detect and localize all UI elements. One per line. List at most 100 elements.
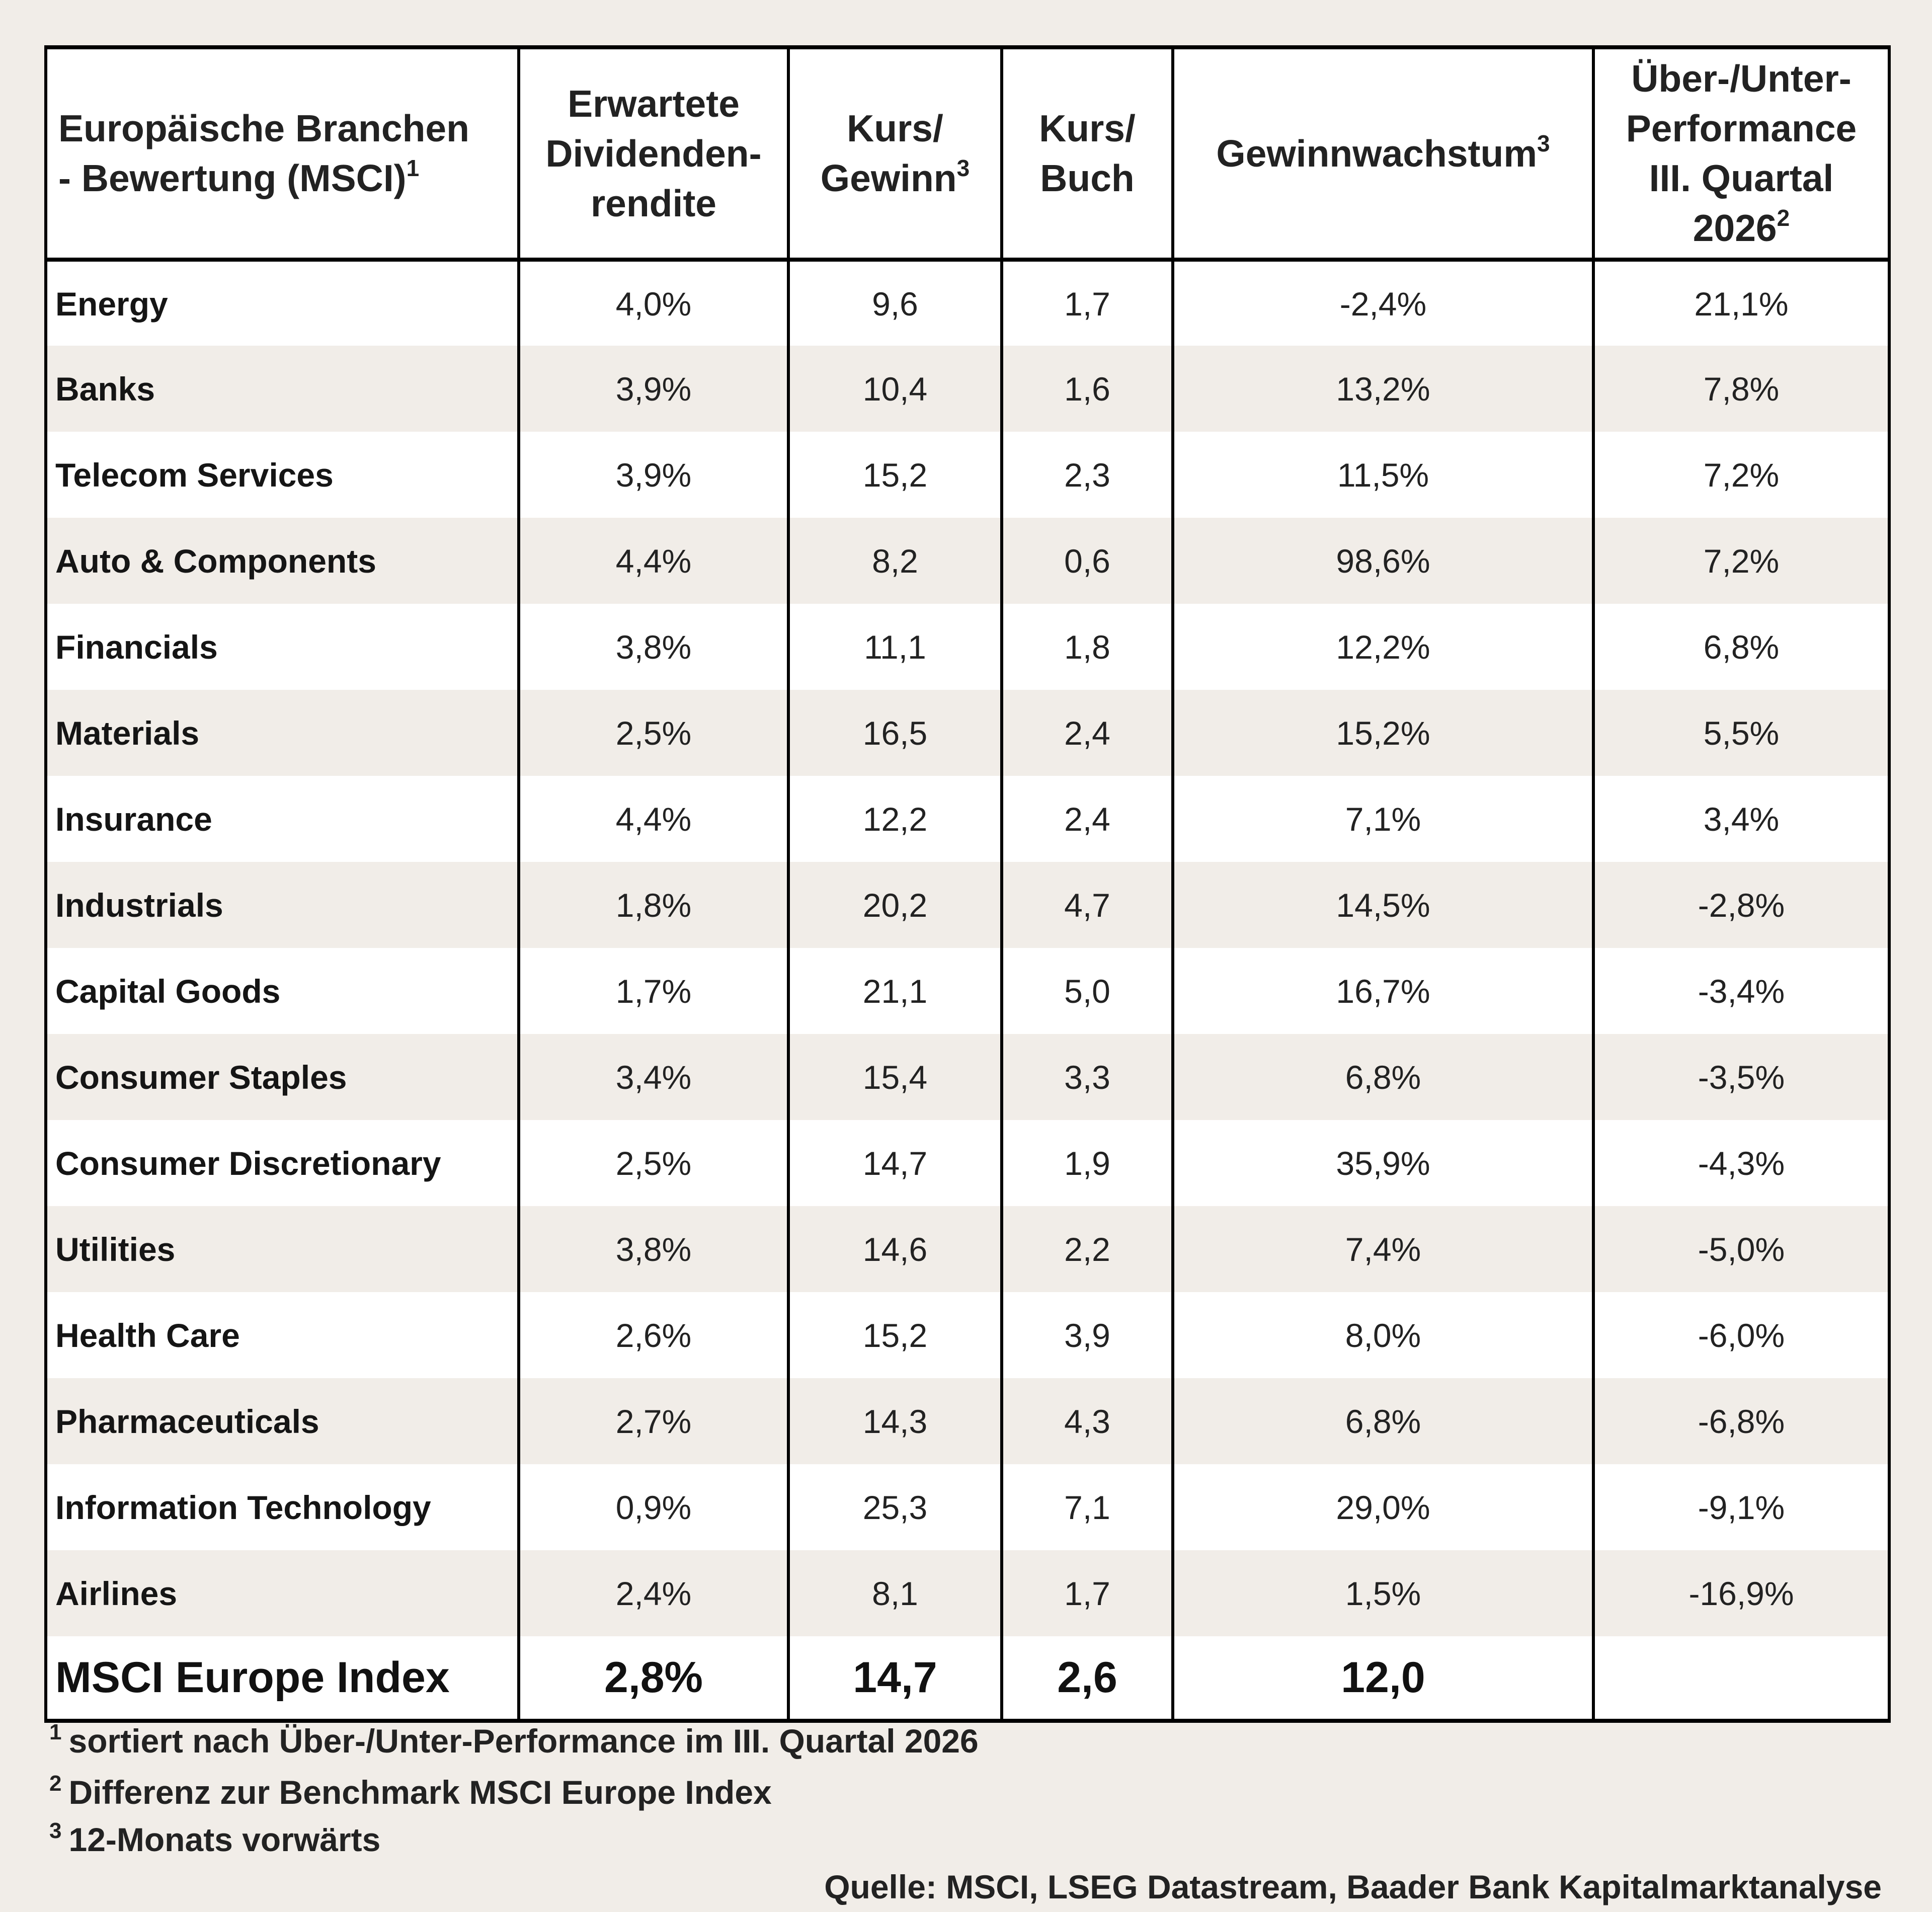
- pb-cell: 4,7: [1000, 862, 1174, 948]
- dividend-yield-cell: 4,4%: [517, 518, 790, 604]
- earnings-growth-cell: 14,5%: [1171, 862, 1595, 948]
- performance-cell: -16,9%: [1592, 1550, 1891, 1636]
- table-row: Auto & Components 4,4% 8,2 0,6 98,6% 7,2%: [44, 518, 1891, 604]
- pb-cell: 2,2: [1000, 1206, 1174, 1292]
- performance-cell: 6,8%: [1592, 604, 1891, 690]
- header-line: Performance: [1626, 107, 1857, 149]
- dividend-yield-cell: 2,7%: [517, 1378, 790, 1464]
- pe-cell: 12,2: [787, 776, 1003, 862]
- table-header: Europäische Branchen - Bewertung (MSCI)1 E…: [44, 45, 1891, 262]
- table-body: Energy 4,0% 9,6 1,7 -2,4% 21,1% Banks 3,9% 10,4 1…: [44, 260, 1891, 1723]
- dividend-yield-cell: 3,8%: [517, 604, 790, 690]
- pe-cell: 14,7: [787, 1120, 1003, 1206]
- sector-cell: Financials: [44, 604, 520, 690]
- table-row: Pharmaceuticals 2,7% 14,3 4,3 6,8% -6,8%: [44, 1378, 1891, 1464]
- pe-cell: 15,2: [787, 1292, 1003, 1378]
- dividend-yield-cell: 2,6%: [517, 1292, 790, 1378]
- performance-cell: -6,0%: [1592, 1292, 1891, 1378]
- table-row: Utilities 3,8% 14,6 2,2 7,4% -5,0%: [44, 1206, 1891, 1292]
- earnings-growth-cell: 7,4%: [1171, 1206, 1595, 1292]
- sector-cell: Industrials: [44, 862, 520, 948]
- performance-cell: -2,8%: [1592, 862, 1891, 948]
- dividend-yield-cell: 3,8%: [517, 1206, 790, 1292]
- pe-cell: 16,5: [787, 690, 1003, 776]
- header-line: Europäische Branchen: [58, 107, 469, 149]
- sector-cell: Telecom Services: [44, 432, 520, 518]
- pb-cell: 1,8: [1000, 604, 1174, 690]
- header-line: 2026: [1693, 207, 1777, 249]
- pb-cell: 2,4: [1000, 690, 1174, 776]
- total-earnings-growth-cell: 12,0: [1171, 1636, 1595, 1723]
- pe-cell: 8,1: [787, 1550, 1003, 1636]
- header-line: Dividenden-: [545, 132, 762, 175]
- table-row: Capital Goods 1,7% 21,1 5,0 16,7% -3,4%: [44, 948, 1891, 1034]
- earnings-growth-cell: 11,5%: [1171, 432, 1595, 518]
- header-line: Über-/Unter-: [1631, 57, 1852, 100]
- earnings-growth-cell: 1,5%: [1171, 1550, 1595, 1636]
- footnote-marker: 1: [49, 1720, 62, 1744]
- performance-cell: 5,5%: [1592, 690, 1891, 776]
- table-row: Materials 2,5% 16,5 2,4 15,2% 5,5%: [44, 690, 1891, 776]
- pe-cell: 25,3: [787, 1464, 1003, 1550]
- footnote-2: 2 Differenz zur Benchmark MSCI Europe Ind…: [49, 1771, 772, 1811]
- sector-cell: Auto & Components: [44, 518, 520, 604]
- footnote-marker: 3: [1537, 130, 1550, 156]
- pb-cell: 1,7: [1000, 260, 1174, 346]
- earnings-growth-cell: 8,0%: [1171, 1292, 1595, 1378]
- earnings-growth-cell: 16,7%: [1171, 948, 1595, 1034]
- earnings-growth-cell: 35,9%: [1171, 1120, 1595, 1206]
- index-total-row: MSCI Europe Index 2,8% 14,7 2,6 12,0: [44, 1636, 1891, 1723]
- header-line: Kurs/: [1039, 107, 1136, 149]
- dividend-yield-cell: 2,5%: [517, 1120, 790, 1206]
- dividend-yield-cell: 1,8%: [517, 862, 790, 948]
- earnings-growth-cell: 7,1%: [1171, 776, 1595, 862]
- header-line: Kurs/: [847, 107, 943, 149]
- table-row: Banks 3,9% 10,4 1,6 13,2% 7,8%: [44, 346, 1891, 432]
- pe-cell: 15,2: [787, 432, 1003, 518]
- total-pb-cell: 2,6: [1000, 1636, 1174, 1723]
- table-row: Health Care 2,6% 15,2 3,9 8,0% -6,0%: [44, 1292, 1891, 1378]
- total-pe-cell: 14,7: [787, 1636, 1003, 1723]
- dividend-yield-cell: 4,0%: [517, 260, 790, 346]
- pb-cell: 7,1: [1000, 1464, 1174, 1550]
- sector-cell: Materials: [44, 690, 520, 776]
- performance-cell: 7,2%: [1592, 432, 1891, 518]
- header-dividend-yield: Erwartete Dividenden-rendite: [517, 45, 790, 262]
- table-row: Information Technology 0,9% 25,3 7,1 29,0% -9…: [44, 1464, 1891, 1550]
- pb-cell: 3,3: [1000, 1034, 1174, 1120]
- header-line: III. Quartal: [1649, 157, 1834, 199]
- header-row: Europäische Branchen - Bewertung (MSCI)1 E…: [44, 45, 1891, 262]
- header-line: - Bewertung (MSCI): [58, 157, 407, 199]
- earnings-growth-cell: 12,2%: [1171, 604, 1595, 690]
- valuation-table: Europäische Branchen - Bewertung (MSCI)1 E…: [44, 45, 1891, 1723]
- earnings-growth-cell: 6,8%: [1171, 1378, 1595, 1464]
- pb-cell: 1,6: [1000, 346, 1174, 432]
- sector-cell: Airlines: [44, 1550, 520, 1636]
- pb-cell: 4,3: [1000, 1378, 1174, 1464]
- performance-cell: 7,8%: [1592, 346, 1891, 432]
- earnings-growth-cell: 13,2%: [1171, 346, 1595, 432]
- performance-cell: -3,5%: [1592, 1034, 1891, 1120]
- header-line: Gewinn: [820, 157, 957, 199]
- sector-cell: Utilities: [44, 1206, 520, 1292]
- pe-cell: 14,3: [787, 1378, 1003, 1464]
- table-row: Insurance 4,4% 12,2 2,4 7,1% 3,4%: [44, 776, 1891, 862]
- sector-cell: Information Technology: [44, 1464, 520, 1550]
- earnings-growth-cell: 29,0%: [1171, 1464, 1595, 1550]
- footnote-text: Differenz zur Benchmark MSCI Europe Inde…: [68, 1774, 772, 1811]
- total-performance-cell: [1592, 1636, 1891, 1723]
- performance-cell: -3,4%: [1592, 948, 1891, 1034]
- pb-cell: 2,4: [1000, 776, 1174, 862]
- sector-cell: Consumer Discretionary: [44, 1120, 520, 1206]
- earnings-growth-cell: 98,6%: [1171, 518, 1595, 604]
- table-row: Financials 3,8% 11,1 1,8 12,2% 6,8%: [44, 604, 1891, 690]
- footnote-1: 1 sortiert nach Über-/Unter-Performance i…: [49, 1720, 979, 1760]
- sector-cell: Energy: [44, 260, 520, 346]
- sector-cell: Capital Goods: [44, 948, 520, 1034]
- pb-cell: 1,7: [1000, 1550, 1174, 1636]
- footnote-marker: 2: [49, 1771, 62, 1796]
- table-row: Consumer Discretionary 2,5% 14,7 1,9 35,9% -4…: [44, 1120, 1891, 1206]
- dividend-yield-cell: 3,9%: [517, 432, 790, 518]
- footnote-marker: 2: [1777, 205, 1790, 231]
- sector-cell: Pharmaceuticals: [44, 1378, 520, 1464]
